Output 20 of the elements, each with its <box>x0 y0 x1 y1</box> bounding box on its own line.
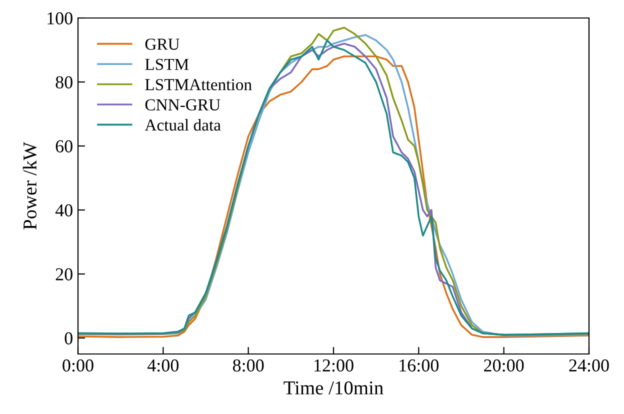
legend-label: Actual data <box>144 118 221 131</box>
x-tick-label: 4:00 <box>147 359 179 372</box>
x-tick-label: 0:00 <box>62 359 94 372</box>
y-axis-title: Power /kW <box>22 142 37 230</box>
x-tick-label: 20:00 <box>484 359 524 372</box>
x-axis-title: Time /10min <box>284 381 384 394</box>
y-tick-label: 60 <box>56 140 72 152</box>
x-tick-label: 12:00 <box>314 359 354 372</box>
legend-label: LSTM <box>145 58 189 70</box>
x-tick-label: 24:00 <box>569 359 609 372</box>
legend-label: GRU <box>145 38 180 50</box>
y-tick-label: 80 <box>56 76 72 88</box>
legend-label: CNN-GRU <box>145 99 220 110</box>
y-tick-label: 0 <box>64 332 72 344</box>
y-tick-label: 40 <box>55 204 72 216</box>
y-tick-label: 100 <box>48 12 72 24</box>
legend-label: LSTMAttention <box>145 79 252 90</box>
x-tick-label: 16:00 <box>400 359 439 372</box>
x-tick-label: 8:00 <box>232 359 264 372</box>
y-tick-label: 20 <box>56 268 72 280</box>
